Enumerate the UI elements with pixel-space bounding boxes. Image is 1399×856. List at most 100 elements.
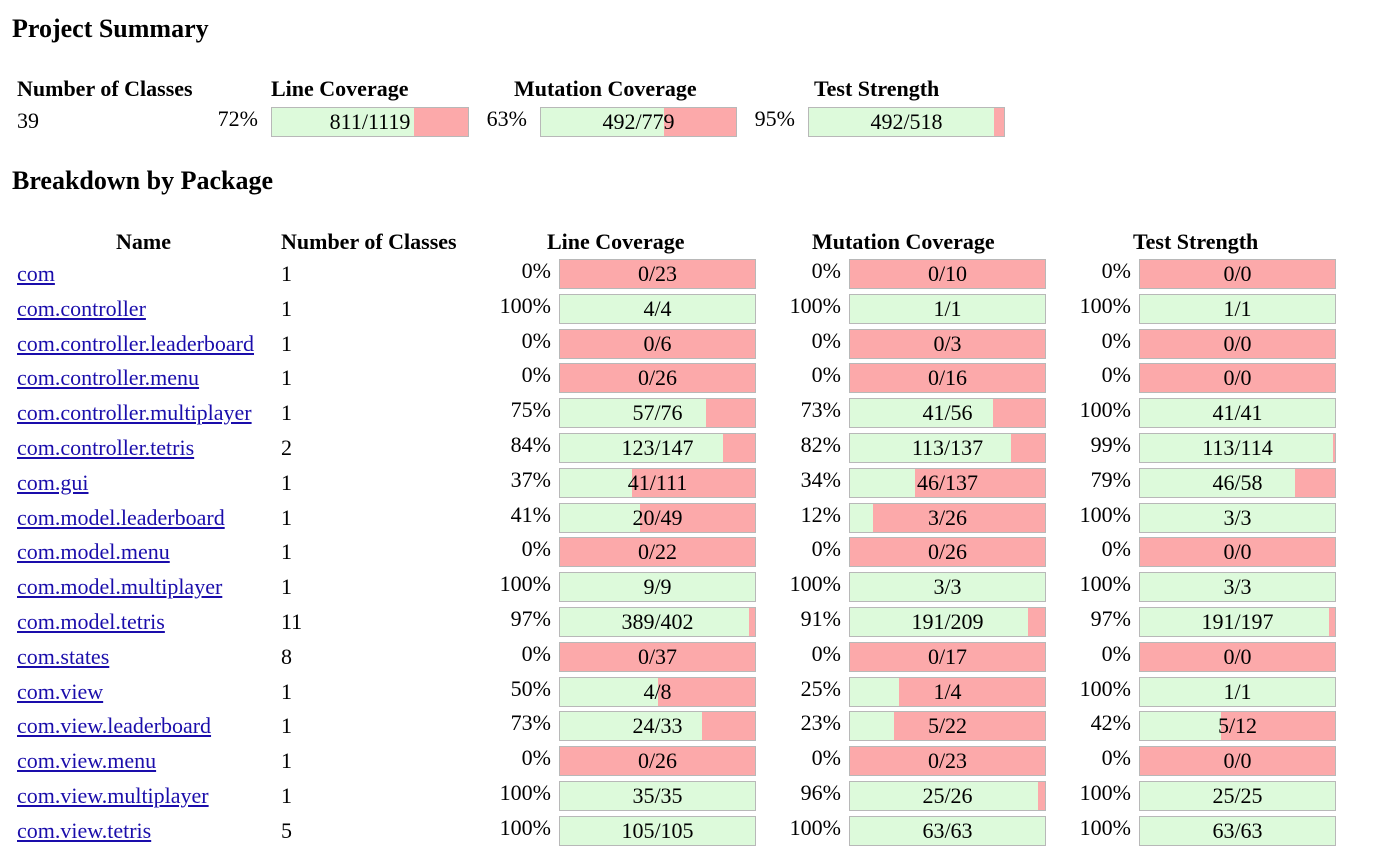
section-title-breakdown: Breakdown by Package: [12, 166, 273, 195]
package-line-bar: 9/9: [559, 572, 756, 602]
package-line-bar: 0/37: [559, 642, 756, 672]
coverage-fill: [850, 712, 895, 740]
summary-header-classes: Number of Classes: [17, 76, 193, 101]
package-line-ratio: 9/9: [643, 574, 672, 599]
package-line-percent: 0%: [521, 745, 551, 770]
coverage-missing: [850, 538, 1045, 566]
coverage-missing: [748, 608, 755, 636]
coverage-missing: [701, 712, 755, 740]
package-mutation-ratio: 1/1: [933, 296, 962, 321]
coverage-missing: [992, 399, 1045, 427]
package-link[interactable]: com.model.tetris: [17, 609, 165, 634]
package-line-ratio: 4/4: [643, 296, 672, 321]
coverage-missing: [1140, 747, 1335, 775]
package-link[interactable]: com.model.leaderboard: [17, 505, 225, 530]
package-strength-ratio: 0/0: [1223, 331, 1252, 356]
package-link[interactable]: com.view.multiplayer: [17, 783, 209, 808]
package-mutation-percent: 25%: [800, 676, 841, 701]
package-strength-ratio: 63/63: [1212, 818, 1263, 843]
package-line-ratio: 24/33: [632, 713, 683, 738]
package-link[interactable]: com.controller.leaderboard: [17, 331, 255, 356]
package-link[interactable]: com.controller.tetris: [17, 435, 195, 460]
package-link[interactable]: com.view.tetris: [17, 818, 152, 843]
package-strength-percent: 0%: [1101, 258, 1131, 283]
package-strength-ratio: 0/0: [1223, 539, 1252, 564]
package-line-ratio: 35/35: [632, 783, 683, 808]
summary-strength-bar: 492/518: [808, 107, 1005, 137]
package-strength-bar: 113/114: [1139, 433, 1336, 463]
coverage-fill: [560, 504, 640, 532]
table-header-line: Line Coverage: [547, 229, 685, 254]
package-mutation-percent: 23%: [800, 710, 841, 735]
package-line-bar: 57/76: [559, 398, 756, 428]
package-strength-ratio: 41/41: [1212, 400, 1263, 425]
package-link[interactable]: com: [17, 261, 55, 286]
summary-line-percent: 72%: [217, 106, 258, 131]
package-mutation-percent: 0%: [811, 362, 841, 387]
coverage-fill: [1140, 608, 1330, 636]
package-strength-percent: 100%: [1079, 502, 1131, 527]
package-line-percent: 84%: [510, 432, 551, 457]
package-class-count: 8: [281, 644, 292, 669]
package-link[interactable]: com.view: [17, 679, 104, 704]
package-line-ratio: 0/37: [637, 644, 678, 669]
table-header-name: Name: [116, 229, 171, 254]
package-mutation-ratio: 0/26: [927, 539, 968, 564]
package-link[interactable]: com.view.leaderboard: [17, 713, 212, 738]
coverage-fill: [850, 608, 1029, 636]
package-link[interactable]: com.view.menu: [17, 748, 157, 773]
package-strength-bar: 41/41: [1139, 398, 1336, 428]
package-line-bar: 105/105: [559, 816, 756, 846]
coverage-fill: [560, 469, 633, 497]
package-mutation-percent: 0%: [811, 258, 841, 283]
package-line-bar: 4/8: [559, 677, 756, 707]
package-mutation-bar: 113/137: [849, 433, 1046, 463]
coverage-fill: [850, 399, 993, 427]
coverage-missing: [850, 747, 1045, 775]
package-strength-percent: 0%: [1101, 536, 1131, 561]
package-link[interactable]: com.gui: [17, 470, 89, 495]
package-strength-ratio: 25/25: [1212, 783, 1263, 808]
coverage-fill: [560, 434, 724, 462]
package-strength-percent: 99%: [1090, 432, 1131, 457]
package-link[interactable]: com.states: [17, 644, 110, 669]
coverage-fill: [560, 817, 755, 845]
package-line-percent: 0%: [521, 362, 551, 387]
coverage-fill: [560, 712, 702, 740]
package-strength-ratio: 5/12: [1217, 713, 1258, 738]
package-strength-percent: 100%: [1079, 815, 1131, 840]
package-link[interactable]: com.model.multiplayer: [17, 574, 223, 599]
summary-line-ratio: 811/1119: [329, 109, 411, 134]
coverage-fill: [1140, 782, 1335, 810]
package-strength-percent: 100%: [1079, 571, 1131, 596]
coverage-missing: [560, 330, 755, 358]
package-strength-bar: 0/0: [1139, 259, 1336, 289]
package-line-ratio: 389/402: [621, 609, 694, 634]
coverage-fill: [850, 782, 1038, 810]
package-mutation-bar: 0/16: [849, 363, 1046, 393]
package-mutation-percent: 96%: [800, 780, 841, 805]
package-mutation-percent: 34%: [800, 467, 841, 492]
package-class-count: 11: [281, 609, 303, 634]
summary-mutation-ratio: 492/779: [602, 109, 675, 134]
package-line-ratio: 105/105: [621, 818, 694, 843]
package-strength-percent: 100%: [1079, 676, 1131, 701]
package-link[interactable]: com.model.menu: [17, 539, 170, 564]
package-class-count: 1: [281, 574, 292, 599]
package-mutation-percent: 0%: [811, 641, 841, 666]
package-line-percent: 0%: [521, 536, 551, 561]
coverage-missing: [1294, 469, 1335, 497]
coverage-fill: [1140, 712, 1222, 740]
coverage-missing: [1140, 643, 1335, 671]
coverage-missing: [560, 538, 755, 566]
package-line-bar: 389/402: [559, 607, 756, 637]
package-line-percent: 100%: [499, 780, 551, 805]
package-mutation-bar: 191/209: [849, 607, 1046, 637]
package-link[interactable]: com.controller.multiplayer: [17, 400, 252, 425]
coverage-fill: [1140, 504, 1335, 532]
package-link[interactable]: com.controller: [17, 296, 146, 321]
coverage-missing: [560, 260, 755, 288]
package-link[interactable]: com.controller.menu: [17, 365, 200, 390]
coverage-missing: [898, 678, 1045, 706]
package-line-percent: 75%: [510, 397, 551, 422]
